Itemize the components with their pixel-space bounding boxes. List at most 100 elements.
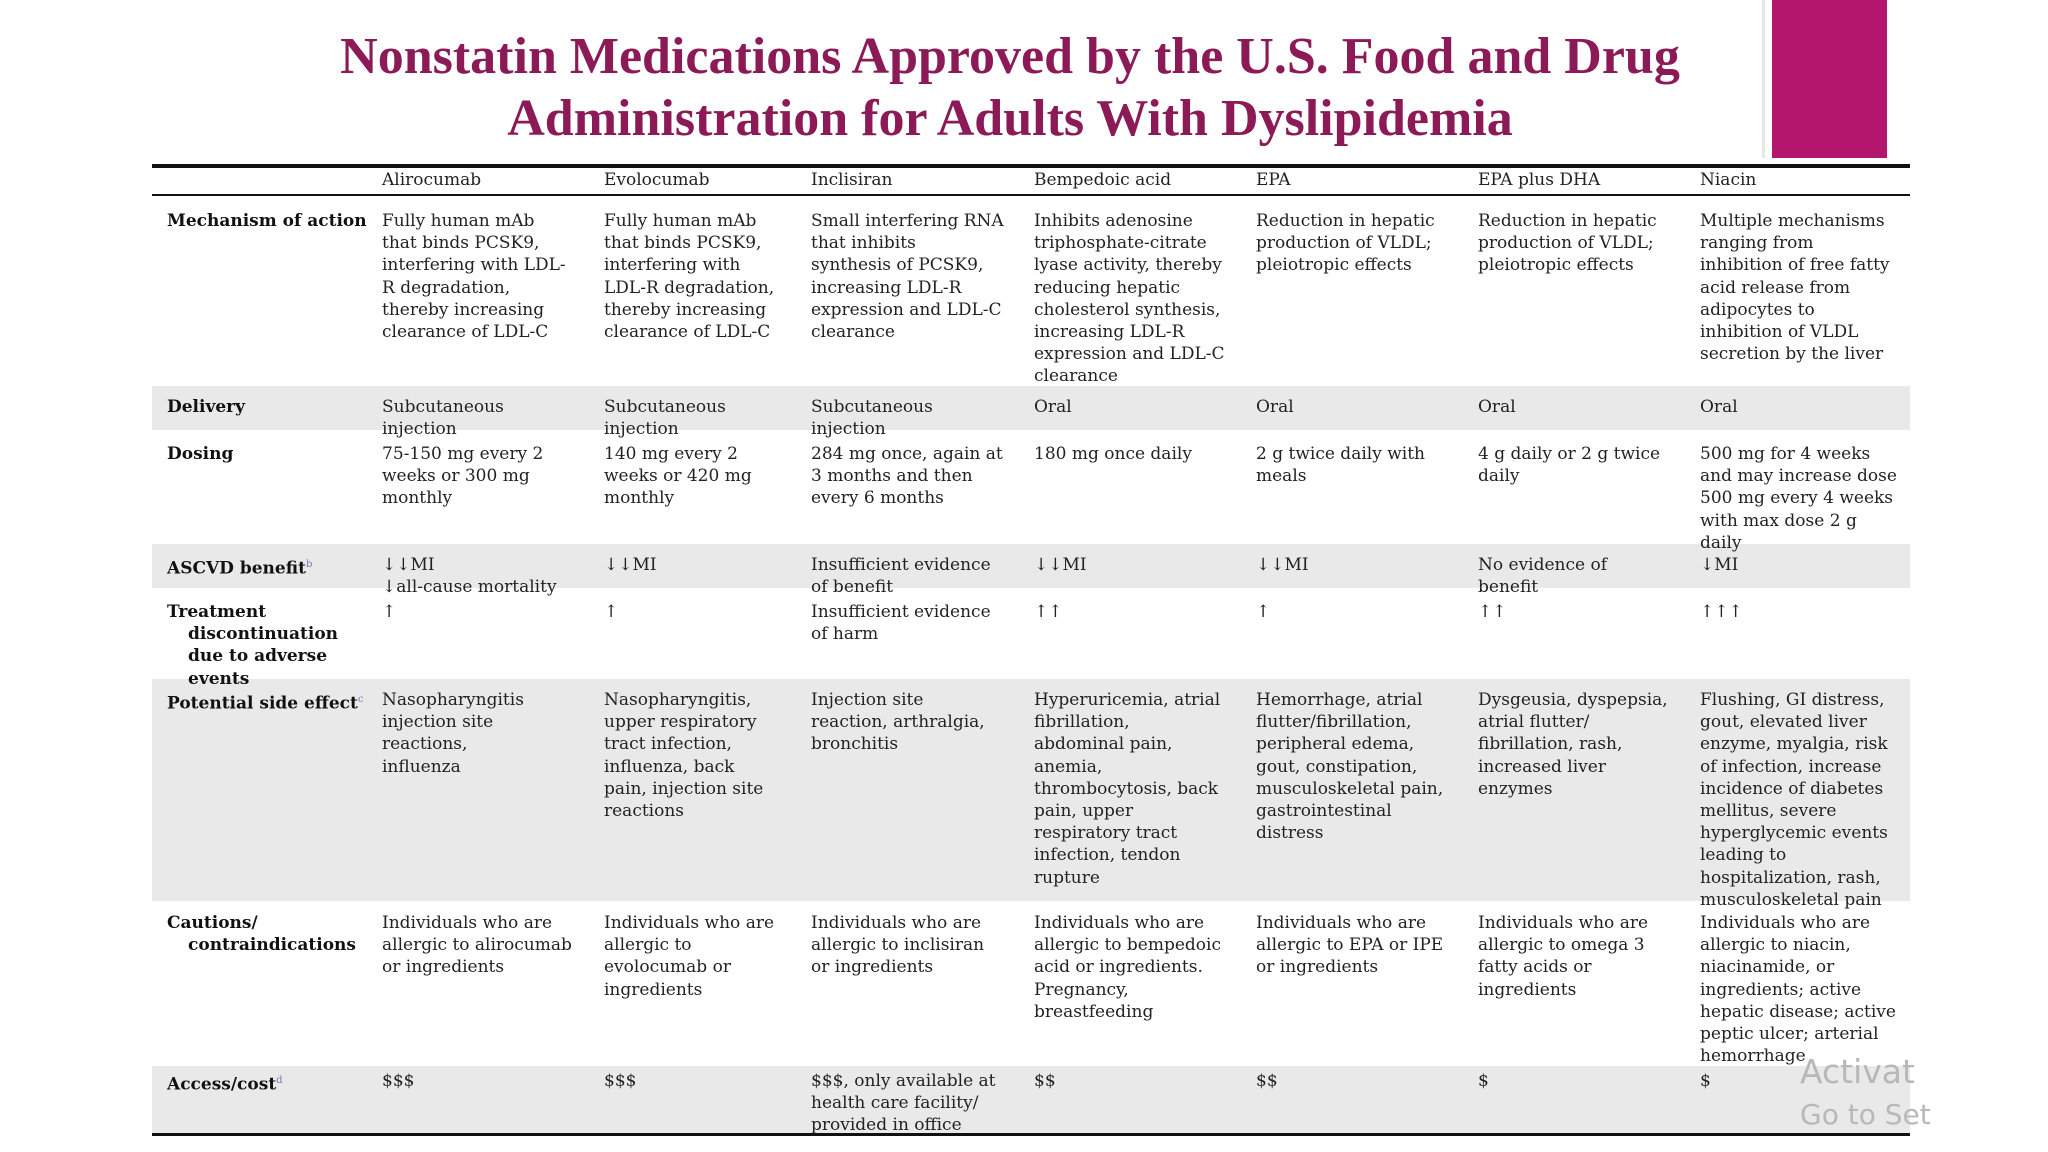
cell-line: $$ (1034, 1071, 1056, 1091)
table-cell: Individuals who are allergic to omega 3 fa… (1478, 912, 1648, 1001)
column-header: Evolocumab (604, 170, 710, 190)
cell-line: ↑↑ (1478, 602, 1507, 622)
activation-watermark-line-2: Go to Set (1800, 1098, 1931, 1131)
table-cell: Subcutaneous injection (811, 396, 933, 440)
table-cell: 500 mg for 4 weeks and may increase dose 5… (1700, 443, 1897, 554)
cell-line: enzymes (1478, 778, 1553, 799)
page-title: Nonstatin Medications Approved by the U.… (160, 26, 1860, 150)
row-label-line: Dosing (167, 444, 234, 464)
cell-line: ↑ (604, 602, 619, 622)
cell-line: Individuals who are (1700, 913, 1871, 933)
cell-line: gout, constipation, (1256, 756, 1418, 777)
row-label-text: Potential side effect (167, 693, 358, 714)
cell-line: reducing hepatic (1034, 277, 1181, 298)
table-cell: ↑ (604, 601, 618, 623)
table-cell: 2 g twice daily with meals (1256, 443, 1425, 487)
row-label: Potential side effectc (167, 689, 363, 715)
cell-line: allergic to niacin, (1700, 935, 1851, 956)
table-cell: Nasopharyngitis, upper respiratory tract i… (604, 689, 763, 822)
cell-line: Subcutaneous (604, 397, 726, 417)
cell-line: ingredients (604, 979, 703, 1000)
table-cell: $$$ (382, 1070, 414, 1092)
cell-line: allergic to omega 3 (1478, 935, 1645, 956)
cell-line: monthly (382, 488, 453, 509)
cell-line: thereby increasing (382, 299, 545, 320)
cell-line: fibrillation, (1034, 712, 1130, 733)
cell-line: reaction, arthralgia, (811, 712, 985, 733)
cell-line: ↓↓MI (1034, 555, 1087, 575)
cell-line: ↑↑↑ (1700, 602, 1743, 622)
table-cell: Reduction in hepatic production of VLDL; p… (1478, 210, 1657, 277)
cell-line: Individuals who are (1478, 913, 1649, 933)
cell-line: increasing LDL-R (811, 277, 962, 298)
cell-line: that binds PCSK9, (382, 233, 540, 254)
row-label-line: ASCVD benefitb (167, 554, 312, 580)
cell-line: allergic to inclisiran (811, 935, 985, 956)
cell-line: 284 mg once, again at (811, 444, 1003, 464)
title-line-2: Administration for Adults With Dyslipide… (507, 90, 1513, 147)
table-cell: ↓↓MI ↓all-cause mortality (382, 554, 557, 598)
cell-line: Oral (1034, 397, 1072, 417)
cell-line: Individuals who are (1256, 913, 1427, 933)
table-cell: 4 g daily or 2 g twice daily (1478, 443, 1660, 487)
cell-line: with max dose 2 g (1700, 510, 1857, 531)
table-cell: Multiple mechanisms ranging from inhibitio… (1700, 210, 1890, 365)
shaded-band-delivery (152, 386, 1910, 430)
cell-line: production of VLDL; (1478, 233, 1654, 254)
cell-line: clearance of LDL-C (382, 322, 549, 343)
row-label: Delivery (167, 396, 245, 418)
cell-line: LDL-R degradation, (604, 277, 775, 298)
cell-line: $$$ (382, 1071, 415, 1091)
cell-line: ↓all-cause mortality (382, 577, 557, 598)
cell-line: pleiotropic effects (1478, 255, 1634, 276)
cell-line: 140 mg every 2 (604, 444, 738, 464)
table-cell: 140 mg every 2 weeks or 420 mg monthly (604, 443, 752, 510)
table-cell: Insufficient evidence of harm (811, 601, 991, 645)
cell-line: Insufficient evidence (811, 555, 991, 575)
cell-line: ↑↑ (1034, 602, 1063, 622)
cell-line: injection (604, 419, 679, 440)
footnote-marker: d (276, 1075, 283, 1086)
table-cell: No evidence of benefit (1478, 554, 1607, 598)
cell-line: Individuals who are (382, 913, 553, 933)
table-cell: Individuals who are allergic to niacin, ni… (1700, 912, 1896, 1067)
cell-line: pleiotropic effects (1256, 255, 1412, 276)
cell-line: fibrillation, rash, (1478, 734, 1623, 755)
cell-line: Insufficient evidence (811, 602, 991, 622)
cell-line: reactions, (382, 734, 468, 755)
cell-line: fatty acids or (1478, 957, 1592, 978)
cell-line: Dysgeusia, dyspepsia, (1478, 690, 1668, 710)
table-cell: Oral (1034, 396, 1072, 418)
cell-line: $ (1478, 1071, 1489, 1091)
cell-line: Nasopharyngitis, (604, 690, 752, 710)
cell-line: secretion by the liver (1700, 344, 1884, 365)
cell-line: Subcutaneous (382, 397, 504, 417)
column-header: EPA plus DHA (1478, 170, 1601, 190)
cell-line: Nasopharyngitis (382, 690, 524, 710)
cell-line: gout, elevated liver (1700, 712, 1867, 733)
cell-line: ↑ (1256, 602, 1271, 622)
cell-line: upper respiratory (604, 712, 757, 733)
shaded-band-side-effects (152, 679, 1910, 901)
cell-line: Hyperuricemia, atrial (1034, 690, 1221, 710)
cell-line: gastrointestinal (1256, 801, 1392, 822)
cell-line: allergic to EPA or IPE (1256, 935, 1444, 956)
cell-line: hepatic disease; active (1700, 1001, 1896, 1022)
cell-line: niacinamide, or (1700, 957, 1835, 978)
table-cell: ↓↓MI (1256, 554, 1309, 576)
cell-line: or ingredients (382, 957, 505, 978)
cell-line: $$$, only available at (811, 1071, 996, 1091)
row-label-line: Delivery (167, 397, 246, 417)
cell-line: adipocytes to (1700, 299, 1815, 320)
cell-line: Fully human mAb (382, 211, 535, 231)
cell-line: hospitalization, rash, (1700, 867, 1881, 888)
footnote-marker: b (305, 559, 313, 570)
cell-line: $$ (1256, 1071, 1278, 1091)
table-cell: Oral (1256, 396, 1294, 418)
table-cell: ↓MI (1700, 554, 1738, 576)
row-label-line: Access/costd (167, 1070, 283, 1096)
cell-line: abdominal pain, (1034, 734, 1173, 755)
cell-line: ingredients; active (1700, 979, 1862, 1000)
cell-line: infection, tendon (1034, 845, 1181, 866)
cell-line: musculoskeletal pain (1700, 889, 1882, 910)
